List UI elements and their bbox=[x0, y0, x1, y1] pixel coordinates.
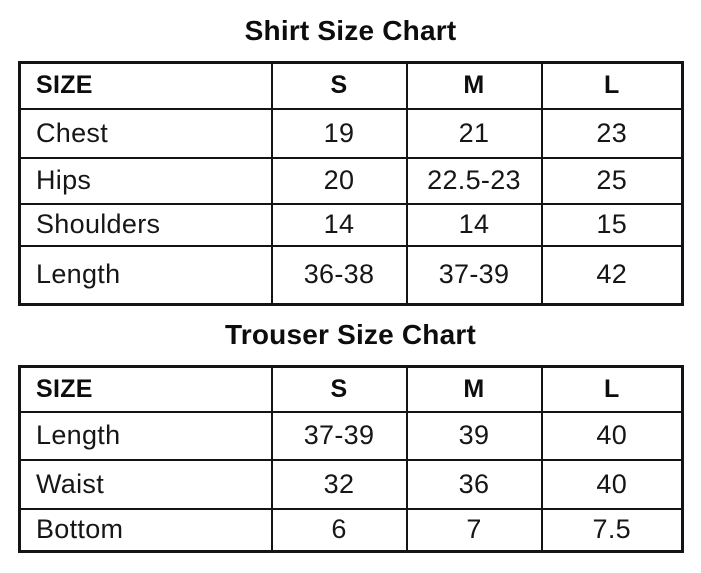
table-row-length: Length 36-38 37-39 42 bbox=[18, 244, 684, 306]
shirt-size-table: SIZE S M L Chest 19 21 23 Hips 20 22.5-2… bbox=[18, 61, 684, 306]
value-cell: 36-38 bbox=[270, 244, 408, 306]
table-row-waist: Waist 32 36 40 bbox=[18, 458, 684, 510]
value-cell: 36 bbox=[405, 458, 543, 510]
table-row-chest: Chest 19 21 23 bbox=[18, 107, 684, 159]
value-cell: 32 bbox=[270, 458, 408, 510]
value-cell: 37-39 bbox=[405, 244, 543, 306]
value-cell: 15 bbox=[540, 202, 684, 247]
row-label: Length bbox=[18, 244, 273, 306]
row-label: Bottom bbox=[18, 507, 273, 553]
value-cell: 14 bbox=[405, 202, 543, 247]
value-cell: 7.5 bbox=[540, 507, 684, 553]
value-cell: 19 bbox=[270, 107, 408, 159]
value-cell: 20 bbox=[270, 156, 408, 205]
shirt-column-header-l: L bbox=[540, 61, 684, 110]
shirt-chart-title: Shirt Size Chart bbox=[244, 15, 457, 46]
table-row-hips: Hips 20 22.5-23 25 bbox=[18, 156, 684, 205]
value-cell: 25 bbox=[540, 156, 684, 205]
trouser-column-header-m: M bbox=[405, 365, 543, 413]
table-row-length: Length 37-39 39 40 bbox=[18, 410, 684, 461]
shirt-header-row: SIZE S M L bbox=[18, 61, 684, 110]
value-cell: 40 bbox=[540, 410, 684, 461]
value-cell: 40 bbox=[540, 458, 684, 510]
trouser-size-table: SIZE S M L Length 37-39 39 40 Waist 32 3… bbox=[18, 365, 684, 553]
row-label: Length bbox=[18, 410, 273, 461]
value-cell: 42 bbox=[540, 244, 684, 306]
shirt-column-header-s: S bbox=[270, 61, 408, 110]
value-cell: 39 bbox=[405, 410, 543, 461]
row-label: Shoulders bbox=[18, 202, 273, 247]
trouser-header-row: SIZE S M L bbox=[18, 365, 684, 413]
row-label: Chest bbox=[18, 107, 273, 159]
row-label: Waist bbox=[18, 458, 273, 510]
trouser-column-header-size: SIZE bbox=[18, 365, 273, 413]
shirt-column-header-size: SIZE bbox=[18, 61, 273, 110]
value-cell: 22.5-23 bbox=[405, 156, 543, 205]
table-row-shoulders: Shoulders 14 14 15 bbox=[18, 202, 684, 247]
trouser-column-header-s: S bbox=[270, 365, 408, 413]
table-row-bottom: Bottom 6 7 7.5 bbox=[18, 507, 684, 553]
trouser-column-header-l: L bbox=[540, 365, 684, 413]
value-cell: 37-39 bbox=[270, 410, 408, 461]
value-cell: 14 bbox=[270, 202, 408, 247]
value-cell: 23 bbox=[540, 107, 684, 159]
row-label: Hips bbox=[18, 156, 273, 205]
trouser-chart-title: Trouser Size Chart bbox=[224, 319, 476, 350]
value-cell: 7 bbox=[405, 507, 543, 553]
value-cell: 6 bbox=[270, 507, 408, 553]
value-cell: 21 bbox=[405, 107, 543, 159]
shirt-column-header-m: M bbox=[405, 61, 543, 110]
